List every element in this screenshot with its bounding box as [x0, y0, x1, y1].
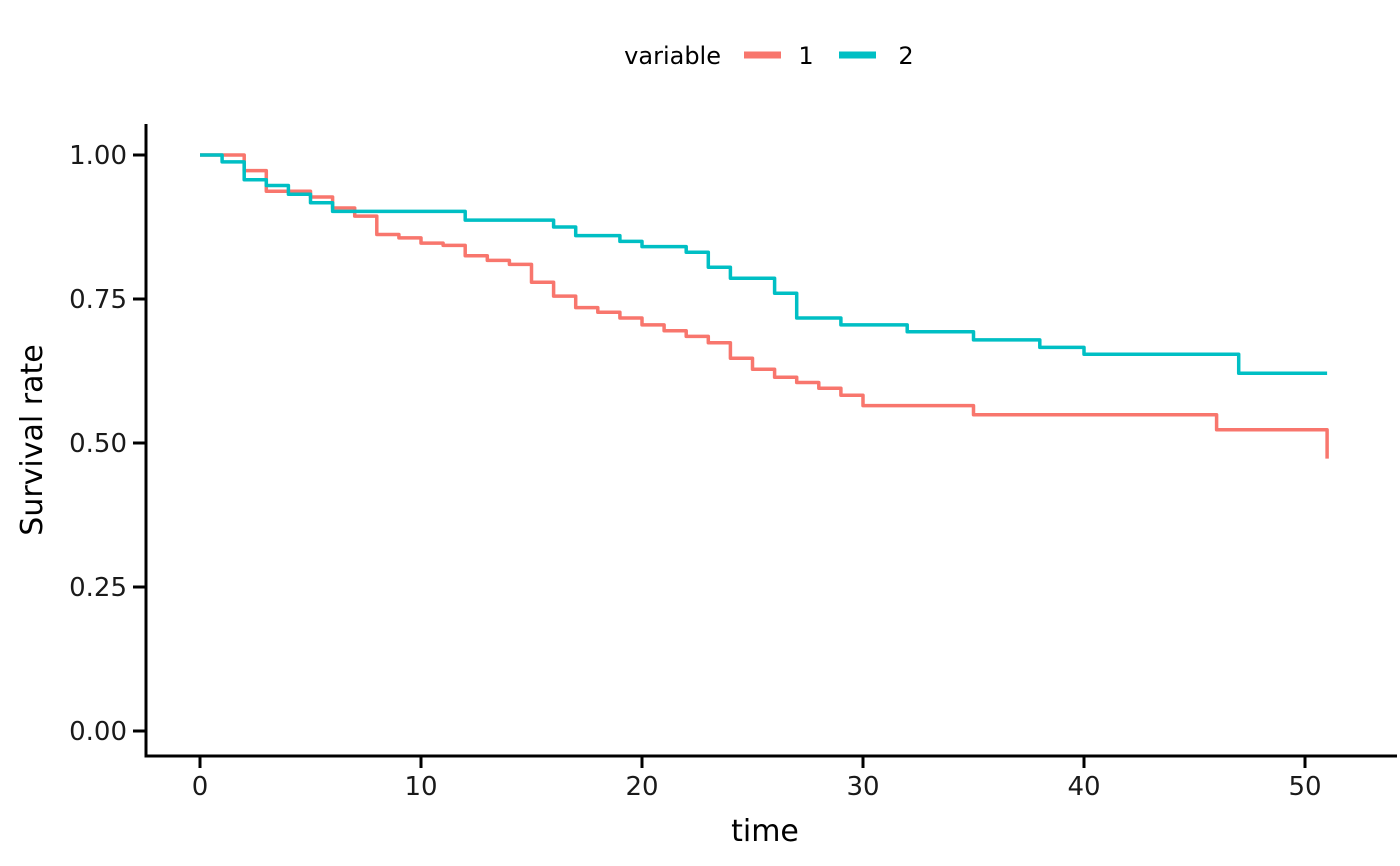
x-tick-label: 0 — [192, 772, 209, 802]
survival-curve-series-1 — [200, 153, 1329, 459]
y-tick-label: 0.25 — [69, 573, 127, 603]
legend: variable 1 2 — [624, 42, 913, 70]
y-axis-title: Survival rate — [15, 344, 50, 535]
tick-layer: 0 10 20 30 40 50 0.00 0.25 0.50 0.75 1.00 — [69, 141, 1321, 802]
legend-label-series-1: 1 — [798, 42, 813, 70]
x-tick-label: 20 — [625, 772, 658, 802]
y-tick-label: 0.50 — [69, 429, 127, 459]
legend-label-series-2: 2 — [898, 42, 913, 70]
series-layer — [200, 153, 1329, 459]
legend-title: variable — [624, 42, 721, 70]
survival-curve-series-2 — [200, 153, 1328, 376]
x-axis-title: time — [731, 814, 799, 849]
y-tick-label: 0.00 — [69, 717, 127, 747]
x-tick-label: 40 — [1067, 772, 1100, 802]
axes — [144, 124, 1397, 758]
y-tick-label: 1.00 — [69, 141, 127, 171]
x-tick-label: 50 — [1288, 772, 1321, 802]
x-tick-label: 30 — [846, 772, 879, 802]
y-tick-label: 0.75 — [69, 285, 127, 315]
x-tick-label: 10 — [404, 772, 437, 802]
